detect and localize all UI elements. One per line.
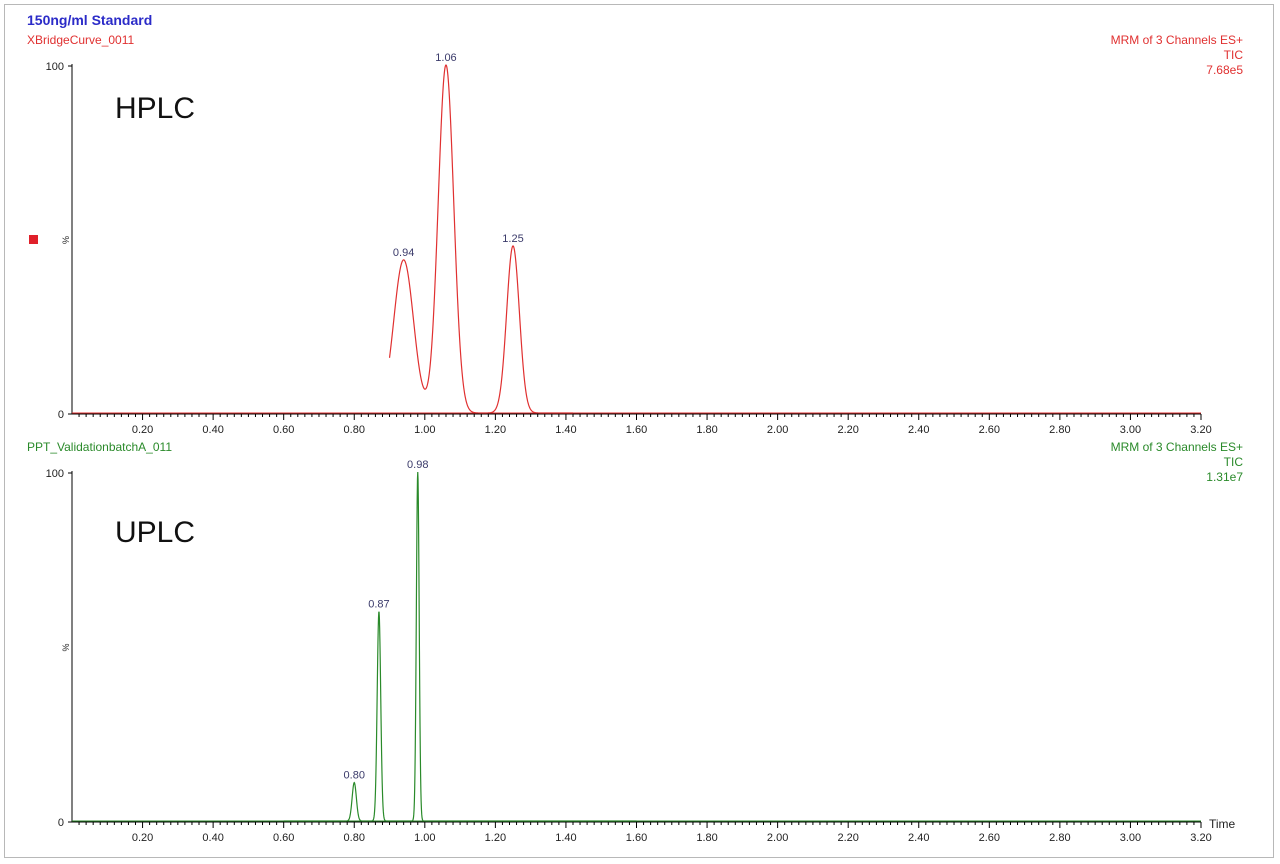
uplc-y-unit: %	[61, 643, 71, 651]
chart-frame	[4, 4, 1274, 858]
hplc-sample-name: XBridgeCurve_0011	[27, 33, 135, 47]
uplc-x-tick-label: 1.60	[626, 832, 647, 844]
hplc-x-tick-label: 0.60	[273, 424, 294, 436]
hplc-square-marker	[29, 235, 38, 244]
hplc-x-tick-label: 3.20	[1190, 424, 1211, 436]
uplc-chromatogram-trace	[283, 471, 637, 822]
hplc-label: HPLC	[115, 92, 196, 125]
hplc-x-tick-label: 1.20	[485, 424, 506, 436]
uplc-x-tick-label: 3.00	[1120, 832, 1141, 844]
hplc-x-tick-label: 2.20	[837, 424, 858, 436]
hplc-y-tick-label: 100	[46, 61, 64, 73]
hplc-peak-label: 1.25	[502, 233, 523, 245]
hplc-x-tick-label: 1.00	[414, 424, 435, 436]
uplc-x-tick-label: 1.80	[696, 832, 717, 844]
hplc-x-tick-label: 2.00	[767, 424, 788, 436]
uplc-x-tick-label: 1.40	[555, 832, 576, 844]
uplc-peak-label: 0.87	[368, 599, 389, 611]
uplc-x-tick-label: 0.80	[344, 832, 365, 844]
hplc-x-tick-label: 0.80	[344, 424, 365, 436]
uplc-x-tick-label: 1.20	[485, 832, 506, 844]
uplc-peak-label: 0.98	[407, 459, 428, 471]
hplc-x-tick-label: 1.40	[555, 424, 576, 436]
hplc-y-tick-label: 0	[58, 409, 64, 421]
uplc-x-tick-label: 2.40	[908, 832, 929, 844]
uplc-y-tick-label: 0	[58, 817, 64, 829]
uplc-x-axis-label: Time	[1209, 817, 1236, 831]
hplc-x-tick-label: 1.60	[626, 424, 647, 436]
uplc-x-tick-label: 3.20	[1190, 832, 1211, 844]
uplc-x-tick-label: 2.20	[837, 832, 858, 844]
uplc-x-tick-label: 2.60	[979, 832, 1000, 844]
uplc-x-tick-label: 0.60	[273, 832, 294, 844]
uplc-peak-label: 0.80	[344, 770, 365, 782]
uplc-x-tick-label: 0.40	[202, 832, 223, 844]
hplc-chromatogram-trace	[388, 64, 573, 414]
uplc-y-tick-label: 100	[46, 468, 64, 480]
uplc-x-tick-label: 1.00	[414, 832, 435, 844]
hplc-y-unit: %	[61, 236, 71, 244]
hplc-peak-label: 0.94	[393, 247, 414, 259]
chart-title: 150ng/ml Standard	[27, 12, 153, 28]
hplc-x-tick-label: 1.80	[696, 424, 717, 436]
uplc-trace: TIC	[1223, 455, 1243, 469]
uplc-x-tick-label: 2.80	[1049, 832, 1070, 844]
uplc-x-tick-label: 0.20	[132, 832, 153, 844]
hplc-x-tick-label: 0.40	[202, 424, 223, 436]
hplc-trace: TIC	[1223, 48, 1243, 62]
hplc-peak-label: 1.06	[435, 52, 456, 64]
uplc-scale: 1.31e7	[1206, 470, 1243, 484]
uplc-label: UPLC	[115, 516, 196, 549]
hplc-x-tick-label: 2.80	[1049, 424, 1070, 436]
hplc-x-tick-label: 0.20	[132, 424, 153, 436]
hplc-x-tick-label: 2.40	[908, 424, 929, 436]
hplc-x-tick-label: 2.60	[979, 424, 1000, 436]
uplc-sample-name: PPT_ValidationbatchA_011	[27, 440, 172, 454]
hplc-scale: 7.68e5	[1206, 63, 1243, 77]
hplc-x-tick-label: 3.00	[1120, 424, 1141, 436]
uplc-channel: MRM of 3 Channels ES+	[1110, 440, 1243, 454]
hplc-channel: MRM of 3 Channels ES+	[1110, 33, 1243, 47]
uplc-x-tick-label: 2.00	[767, 832, 788, 844]
